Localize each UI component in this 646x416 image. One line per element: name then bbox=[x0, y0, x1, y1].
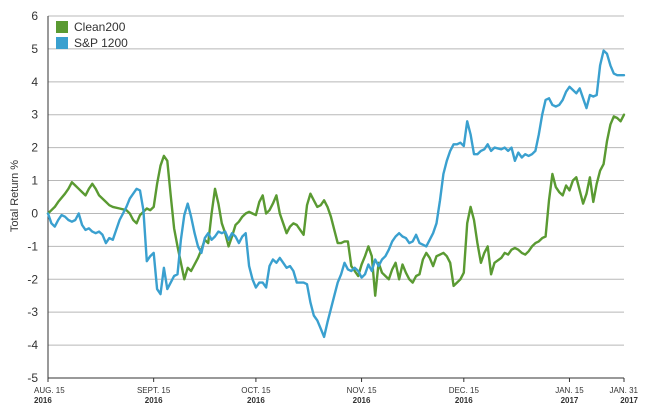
y-tick-label: -3 bbox=[27, 305, 38, 319]
x-tick-label: DEC. 15 bbox=[449, 386, 480, 395]
x-tick-label: AUG. 15 bbox=[34, 386, 65, 395]
y-tick-label: 1 bbox=[31, 174, 38, 188]
y-tick-label: -5 bbox=[27, 371, 38, 385]
x-tick-year: 2017 bbox=[620, 396, 638, 405]
y-tick-label: 3 bbox=[31, 108, 38, 122]
y-axis-label: Total Return % bbox=[9, 160, 21, 232]
y-tick-label: 0 bbox=[31, 206, 38, 220]
y-tick-label: -2 bbox=[27, 272, 38, 286]
x-tick-label: OCT. 15 bbox=[241, 386, 271, 395]
y-tick-label: -1 bbox=[27, 239, 38, 253]
x-tick-label: NOV. 15 bbox=[347, 386, 377, 395]
gridlines bbox=[47, 15, 624, 379]
x-tick-year: 2016 bbox=[353, 396, 371, 405]
x-tick-year: 2016 bbox=[247, 396, 265, 405]
x-tick-label: JAN. 31 bbox=[610, 386, 639, 395]
legend-swatch bbox=[56, 21, 68, 33]
y-axis-ticks: -5 -4 -3 -2 -1 0 1 2 3 4 5 6 bbox=[27, 9, 38, 385]
x-tick-label: SEPT. 15 bbox=[137, 386, 171, 395]
legend: Clean200 S&P 1200 bbox=[56, 20, 128, 50]
series-line-0 bbox=[46, 113, 626, 297]
x-tick-label: JAN. 15 bbox=[555, 386, 584, 395]
x-tick-year: 2016 bbox=[145, 396, 163, 405]
x-tick-year: 2016 bbox=[34, 396, 52, 405]
legend-swatch bbox=[56, 37, 68, 49]
series-lines bbox=[46, 49, 626, 339]
legend-label: Clean200 bbox=[74, 20, 126, 34]
legend-label: S&P 1200 bbox=[74, 36, 128, 50]
y-tick-label: 5 bbox=[31, 42, 38, 56]
y-tick-label: 6 bbox=[31, 9, 38, 23]
y-tick-label: 2 bbox=[31, 141, 38, 155]
series-line-1 bbox=[46, 49, 626, 339]
y-tick-label: 4 bbox=[31, 75, 38, 89]
x-tick-year: 2016 bbox=[455, 396, 473, 405]
y-tick-label: -4 bbox=[27, 338, 38, 352]
x-tick-year: 2017 bbox=[561, 396, 579, 405]
